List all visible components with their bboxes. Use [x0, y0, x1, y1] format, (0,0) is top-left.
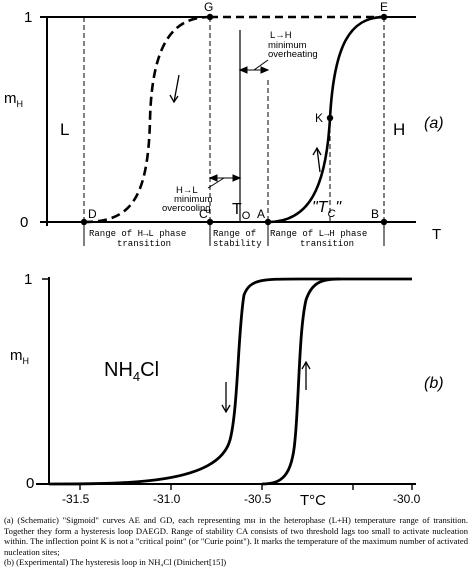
x-axis-title: T [432, 226, 441, 243]
tick-label-0: -31.5 [62, 492, 90, 506]
t0-label: TO [232, 201, 251, 222]
overcooling-arrows [207, 174, 242, 189]
panel-b-y-one: 1 [24, 271, 32, 288]
panel-b-x-title: T°C [300, 492, 326, 509]
tick-label-1: -31.0 [153, 492, 181, 506]
y-axis-title: mH [4, 90, 23, 109]
tick-label-3: -30.0 [393, 492, 421, 506]
panel-b: 1 0 mH NH4Cl (b) -31.5 -31.0 -30.5 -30.0… [10, 271, 444, 509]
range-hl-line2: transition [117, 239, 171, 249]
curve-arrows [169, 74, 322, 173]
overheating-arrows [238, 59, 270, 74]
label-c: C [199, 207, 208, 221]
hysteresis-figure: 1 0 mH T G E K D C A B L H (a) TO "TC" L… [4, 0, 444, 509]
range-ticks [83, 222, 385, 246]
panel-a: 1 0 mH T G E K D C A B L H (a) TO "TC" L… [4, 0, 444, 249]
dashed-verticals [83, 17, 385, 246]
svg-text:minimum: minimum [268, 40, 307, 51]
panel-b-tag: (b) [424, 375, 444, 392]
point-markers [80, 13, 388, 226]
svg-text:minimum: minimum [174, 194, 213, 205]
region-h-label: H [393, 120, 405, 139]
region-l-label: L [60, 120, 69, 139]
svg-text:H→L: H→L [176, 185, 198, 196]
label-b: B [371, 207, 379, 221]
svg-text:overcooling: overcooling [162, 203, 211, 214]
caption-part-b: (b) (Experimental) The hysteresis loop i… [4, 557, 227, 568]
panel-b-y-zero: 0 [26, 475, 34, 492]
range-stab-line1: Range of [213, 229, 256, 239]
cooling-curve [48, 277, 301, 486]
y-label-zero: 0 [20, 214, 28, 231]
svg-text:L→H: L→H [270, 30, 292, 41]
panel-a-tag: (a) [424, 115, 444, 132]
range-labels: Range of H→L phase transition Range of s… [89, 229, 367, 249]
tick-label-2: -30.5 [244, 492, 272, 506]
caption-part-a: (a) (Schematic) "Sigmoid" curves AE and … [4, 515, 468, 557]
heating-curve [261, 277, 412, 486]
label-e: E [380, 0, 388, 14]
label-g: G [204, 0, 213, 14]
panel-b-arrows [221, 360, 311, 414]
range-stab-line2: stability [213, 239, 262, 249]
compound-label: NH4Cl [104, 359, 159, 384]
panel-b-tick-labels: -31.5 -31.0 -30.5 -30.0 [62, 492, 421, 506]
overcooling-annotation: H→L minimum overcooling [162, 185, 213, 214]
range-hl-line1: Range of H→L phase [89, 229, 186, 239]
range-lh-line2: transition [300, 239, 354, 249]
curve-gd [83, 15, 211, 224]
y-label-one: 1 [24, 9, 32, 26]
figure-caption: (a) (Schematic) "Sigmoid" curves AE and … [4, 515, 468, 568]
tc-label: "TC" [312, 199, 342, 220]
label-a: A [257, 207, 265, 221]
overheating-annotation: L→H minimum overheating [268, 30, 318, 60]
range-lh-line1: Range of L→H phase [270, 229, 367, 239]
label-d: D [88, 207, 97, 221]
svg-text:overheating: overheating [268, 49, 318, 60]
panel-b-y-title: mH [10, 347, 29, 366]
label-k: K [315, 111, 323, 125]
